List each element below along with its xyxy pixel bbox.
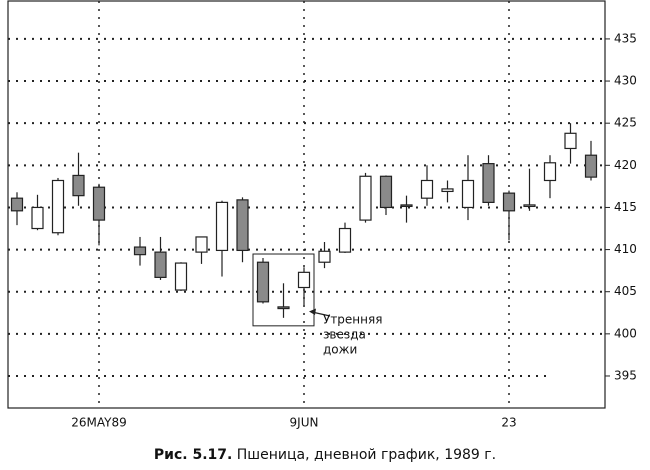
x-tick-label: 23	[501, 416, 516, 430]
candle-body	[10, 197, 24, 212]
caption-label: Рис. 5.17.	[154, 447, 232, 463]
x-tick-label: 9JUN	[290, 416, 319, 430]
candle-body	[400, 204, 413, 208]
caption: Рис. 5.17. Пшеница, дневной график, 1989…	[154, 447, 496, 463]
plot-frame	[7, 0, 606, 409]
y-tick-label: 420	[614, 158, 637, 172]
candle-body	[543, 162, 557, 182]
candle-body	[215, 201, 229, 252]
candle-body	[92, 186, 106, 221]
candle-body	[297, 271, 311, 289]
x-tick-label: 26MAY89	[71, 416, 127, 430]
candle-body	[420, 179, 434, 199]
candle-body	[338, 227, 352, 253]
y-tick-label: 400	[614, 326, 637, 340]
annotation: дожи	[323, 343, 357, 357]
annotation: Утренняя	[323, 313, 382, 327]
candle-body	[502, 192, 516, 212]
y-tick-label: 430	[614, 74, 637, 88]
candle-body	[359, 175, 372, 221]
candle-body	[461, 179, 475, 209]
y-tick-label: 435	[614, 31, 637, 45]
candle-body	[51, 179, 65, 234]
candle-body	[584, 154, 598, 178]
candle-body	[72, 174, 85, 197]
caption-text: Пшеница, дневной график, 1989 г.	[237, 447, 496, 463]
candle-body	[195, 236, 208, 253]
y-tick-label: 425	[614, 116, 637, 130]
candle-body	[277, 306, 290, 310]
candle-body	[482, 163, 495, 203]
candle-body	[523, 204, 536, 208]
y-tick-label: 405	[614, 284, 637, 298]
candle-body	[133, 246, 147, 256]
candle-body	[441, 188, 454, 193]
candle-body	[31, 206, 44, 230]
candle-body	[256, 261, 270, 303]
candle-body	[564, 132, 577, 150]
y-tick-label: 415	[614, 200, 637, 214]
candle-body	[154, 251, 167, 278]
annotation-arrowhead	[309, 308, 316, 315]
y-tick-label: 410	[614, 242, 637, 256]
candle-body	[236, 199, 249, 252]
candle-body	[174, 262, 188, 291]
candle-body	[379, 175, 393, 209]
pattern-box	[252, 253, 315, 327]
candle-body	[318, 250, 331, 263]
y-tick-label: 395	[614, 368, 637, 382]
annotation: звезда	[323, 328, 366, 342]
